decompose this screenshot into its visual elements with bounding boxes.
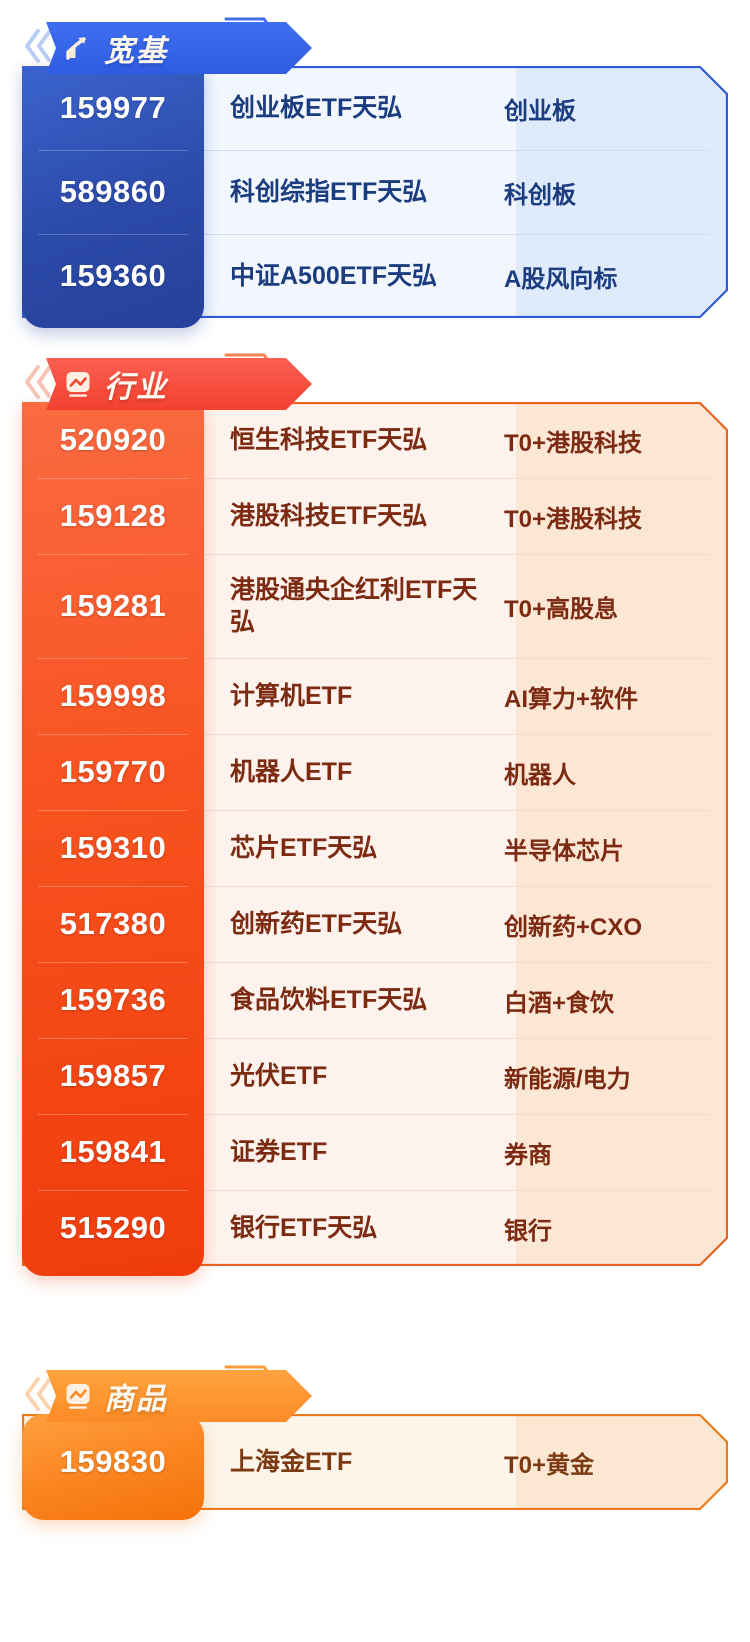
row-divider [204, 1038, 710, 1039]
row-divider [204, 1190, 710, 1191]
cell-fund-name: 科创综指ETF天弘 [230, 178, 428, 206]
double-chevron-left-icon [22, 1376, 52, 1412]
code-column: 159977 589860 159360 [22, 66, 204, 328]
trend-up-icon [64, 33, 94, 63]
cell-fund-name: 光伏ETF [230, 1062, 328, 1090]
cell-tag: 白酒+食饮 [504, 989, 615, 1017]
fund-code[interactable]: 159857 [22, 1038, 204, 1114]
fund-code[interactable]: 589860 [22, 150, 204, 234]
cell-fund-name: 食品饮料ETF天弘 [230, 986, 428, 1014]
cell-tag: 银行 [504, 1217, 552, 1245]
row-divider [204, 1114, 710, 1115]
cell-tag: 科创板 [504, 181, 576, 209]
etf-table-industry: 恒生科技ETF天弘 T0+港股科技 港股科技ETF天弘 T0+港股科技 港股通央企红利E… [21, 401, 729, 1276]
double-chevron-left-icon [22, 364, 52, 400]
row-divider [204, 658, 710, 659]
cell-tag: AI算力+软件 [504, 685, 639, 713]
badge-industry[interactable]: 行业 [46, 358, 312, 410]
badge-label: 宽基 [104, 35, 168, 68]
line-chart-icon [64, 1381, 94, 1411]
fund-code[interactable]: 159281 [22, 554, 204, 658]
fund-code[interactable]: 159128 [22, 478, 204, 554]
fund-code[interactable]: 159310 [22, 810, 204, 886]
line-chart-icon [64, 369, 94, 399]
cell-tag: 券商 [504, 1141, 552, 1169]
cell-tag: 半导体芯片 [504, 837, 624, 865]
cell-fund-name: 港股通央企红利ETF天弘 [230, 576, 478, 636]
cell-fund-name: 机器人ETF [230, 758, 353, 786]
trend-up-icon [64, 33, 94, 63]
row-divider [204, 150, 710, 151]
cell-tag: T0+高股息 [504, 595, 619, 623]
double-chevron-left-icon [22, 28, 52, 64]
cell-fund-name: 上海金ETF [230, 1448, 353, 1476]
fund-code[interactable]: 159977 [59, 90, 167, 125]
row-divider [204, 962, 710, 963]
cell-tag: 新能源/电力 [504, 1065, 631, 1093]
fund-code[interactable]: 159770 [22, 734, 204, 810]
fund-code[interactable]: 159736 [22, 962, 204, 1038]
code-column: 159830 [22, 1414, 204, 1520]
cell-fund-name: 银行ETF天弘 [230, 1214, 378, 1242]
cell-tag: 创新药+CXO [504, 913, 643, 941]
fund-code[interactable]: 517380 [22, 886, 204, 962]
code-column: 520920 159128 159281 159998 159770 159310 5173… [22, 402, 204, 1276]
row-divider [204, 810, 710, 811]
cell-tag: 创业板 [504, 97, 576, 125]
cell-fund-name: 创新药ETF天弘 [230, 910, 403, 938]
badge-label: 行业 [104, 371, 168, 404]
cell-fund-name: 计算机ETF [230, 682, 353, 710]
fund-code[interactable]: 159841 [22, 1114, 204, 1190]
fund-code[interactable]: 515290 [22, 1190, 204, 1266]
cell-fund-name: 芯片ETF天弘 [230, 834, 378, 862]
row-divider [204, 886, 710, 887]
cell-fund-name: 中证A500ETF天弘 [230, 262, 437, 290]
row-divider [204, 554, 710, 555]
fund-code[interactable]: 159360 [22, 234, 204, 318]
cell-fund-name: 港股科技ETF天弘 [230, 502, 428, 530]
cell-tag: T0+港股科技 [504, 505, 643, 533]
badge-label: 商品 [104, 1383, 168, 1416]
cell-fund-name: 恒生科技ETF天弘 [230, 426, 428, 454]
row-divider [204, 478, 710, 479]
cell-tag: 机器人 [504, 761, 576, 789]
line-chart-icon [64, 369, 94, 399]
cell-fund-name: 证券ETF [230, 1138, 328, 1166]
fund-code[interactable]: 159998 [22, 658, 204, 734]
fund-code[interactable]: 520920 [59, 422, 167, 457]
badge-broad[interactable]: 宽基 [46, 22, 312, 74]
line-chart-icon [64, 1381, 94, 1411]
cell-tag: T0+黄金 [504, 1451, 595, 1479]
cell-tag: A股风向标 [504, 265, 618, 293]
etf-table-broad: 创业板ETF天弘 创业板科创综指ETF天弘 科创板中证A500ETF天弘 A股风向标 1… [21, 65, 729, 328]
fund-code[interactable]: 159830 [59, 1444, 167, 1479]
etf-table-commodity: 上海金ETF T0+黄金 159830 [21, 1413, 729, 1520]
row-divider [204, 734, 710, 735]
cell-tag: T0+港股科技 [504, 429, 643, 457]
badge-commodity[interactable]: 商品 [46, 1370, 312, 1422]
cell-fund-name: 创业板ETF天弘 [230, 94, 403, 122]
row-divider [204, 234, 710, 235]
